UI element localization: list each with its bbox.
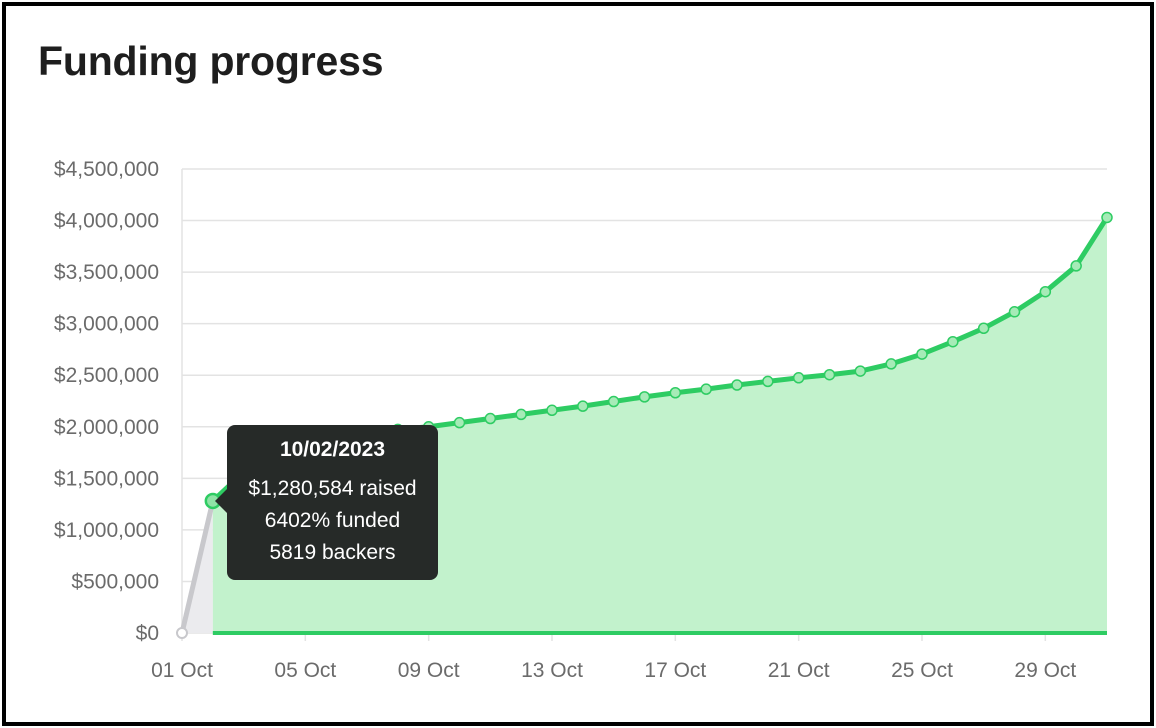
x-tick-label: 29 Oct	[1014, 659, 1076, 682]
data-point	[669, 387, 682, 399]
x-tick-label: 25 Oct	[891, 659, 953, 682]
tooltip-raised: $1,280,584 raised	[248, 477, 417, 500]
data-point	[1039, 285, 1052, 298]
x-axis-ticks: 01 Oct 05 Oct 09 Oct 13 Oct 17 Oct 21 Oct 25 O…	[151, 659, 1076, 682]
y-tick-label: $1,500,000	[54, 467, 159, 490]
data-point	[947, 335, 959, 348]
data-point	[731, 379, 743, 391]
y-tick-label: $500,000	[71, 570, 159, 593]
data-point	[1008, 306, 1021, 318]
data-point	[700, 383, 712, 395]
y-tick-label: $3,000,000	[54, 313, 159, 336]
data-point	[1101, 211, 1113, 224]
data-point	[546, 404, 558, 417]
data-point	[1070, 260, 1082, 272]
data-point	[176, 627, 188, 639]
data-tooltip: 10/02/2023 $1,280,584 raised 6402% funde…	[215, 425, 438, 580]
y-axis-ticks: $0 $500,000 $1,000,000 $1,500,000 $2,000,000…	[54, 158, 159, 645]
data-point	[916, 348, 928, 360]
data-point	[885, 358, 897, 370]
data-point	[607, 395, 620, 408]
data-point	[515, 408, 527, 421]
chart-title: Funding progress	[38, 38, 384, 84]
tooltip-backers: 5819 backers	[269, 541, 396, 564]
data-point	[453, 416, 466, 429]
x-tick-label: 09 Oct	[398, 659, 460, 682]
prefill-line	[179, 498, 216, 636]
x-tick-label: 17 Oct	[644, 659, 706, 682]
data-point	[854, 365, 867, 377]
y-tick-label: $1,000,000	[54, 519, 159, 542]
prefill-area	[182, 500, 213, 633]
data-point	[577, 400, 589, 412]
y-tick-label: $4,500,000	[54, 158, 159, 181]
y-tick-label: $0	[136, 622, 159, 645]
x-tick-label: 13 Oct	[521, 659, 583, 682]
x-tick-label: 01 Oct	[151, 659, 213, 682]
tooltip-funded: 6402% funded	[264, 509, 401, 532]
data-point	[762, 375, 774, 388]
x-tick-label: 21 Oct	[768, 659, 830, 682]
data-point	[823, 368, 836, 381]
y-tick-label: $4,000,000	[54, 210, 159, 233]
y-tick-label: $3,500,000	[54, 261, 159, 284]
x-tick-label: 05 Oct	[274, 659, 336, 682]
data-point	[484, 412, 497, 425]
y-tick-label: $2,000,000	[54, 416, 159, 439]
data-point	[792, 372, 805, 384]
data-point	[977, 322, 990, 335]
y-tick-label: $2,500,000	[54, 364, 159, 387]
data-point	[638, 391, 651, 403]
tooltip-date: 10/02/2023	[279, 438, 386, 461]
